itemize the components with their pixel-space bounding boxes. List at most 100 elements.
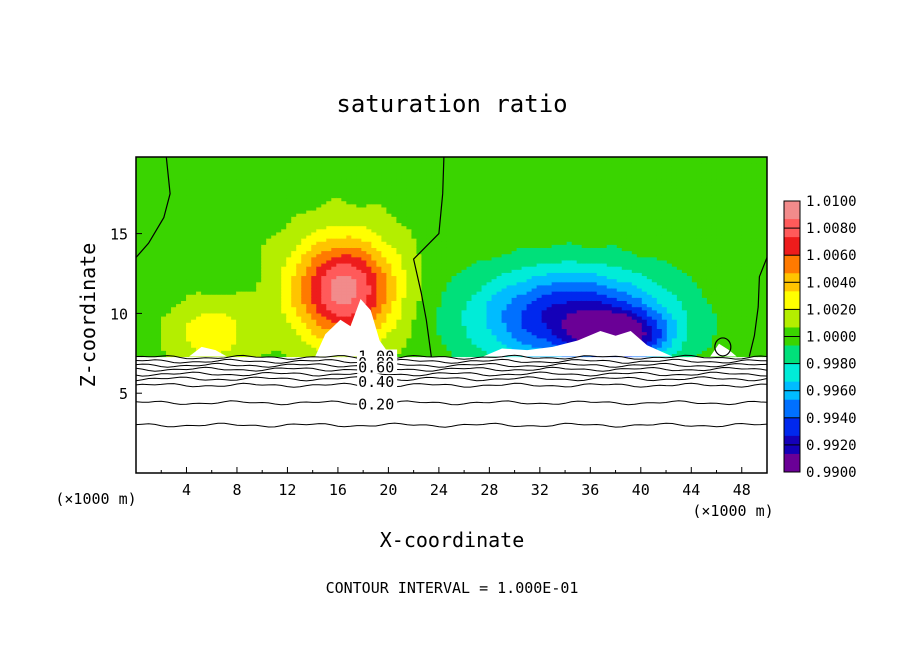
field-cell	[231, 166, 237, 171]
field-cell	[216, 344, 222, 348]
field-cell	[141, 185, 147, 189]
field-cell	[471, 319, 478, 323]
field-cell	[256, 203, 262, 208]
field-cell	[416, 328, 423, 333]
field-cell	[346, 231, 352, 236]
field-cell	[186, 334, 192, 339]
field-cell	[401, 278, 408, 283]
field-cell	[296, 191, 302, 196]
field-cell	[301, 178, 307, 183]
field-cell	[281, 322, 287, 326]
field-cell	[416, 194, 423, 199]
field-cell	[501, 278, 508, 283]
field-cell	[321, 203, 327, 208]
field-cell	[356, 175, 362, 180]
field-cell	[141, 269, 147, 273]
field-cell	[426, 172, 433, 177]
field-cell	[401, 222, 408, 227]
field-cell	[521, 340, 528, 345]
field-cell	[516, 297, 523, 301]
field-cell	[351, 238, 357, 242]
field-cell	[316, 247, 322, 252]
field-cell	[436, 300, 443, 305]
field-cell	[171, 256, 177, 261]
field-cell	[376, 166, 382, 171]
field-cell	[221, 322, 227, 326]
field-cell	[326, 157, 332, 161]
field-cell	[231, 206, 237, 211]
field-cell	[366, 278, 372, 283]
field-cell	[291, 325, 297, 330]
field-cell	[221, 250, 227, 255]
field-cell	[211, 340, 217, 345]
field-cell	[161, 353, 167, 358]
field-cell	[176, 294, 182, 298]
field-cell	[151, 157, 157, 161]
field-cell	[431, 169, 438, 174]
field-cell	[401, 319, 408, 323]
field-cell	[166, 328, 172, 333]
field-cell	[481, 306, 488, 311]
field-cell	[496, 178, 503, 183]
field-cell	[216, 275, 222, 280]
field-cell	[166, 188, 172, 192]
field-cell	[286, 209, 292, 214]
field-cell	[321, 228, 327, 233]
field-cell	[361, 157, 367, 161]
field-cell	[256, 344, 262, 348]
field-cell	[371, 213, 377, 217]
field-cell	[436, 328, 443, 333]
field-cell	[246, 344, 252, 348]
field-cell	[246, 266, 252, 270]
field-cell	[291, 234, 297, 239]
field-cell	[346, 241, 352, 245]
field-cell	[276, 272, 282, 277]
field-cell	[176, 181, 182, 186]
field-cell	[186, 185, 192, 189]
field-cell	[486, 169, 493, 174]
field-cell	[256, 222, 262, 227]
field-cell	[181, 253, 187, 258]
field-cell	[206, 322, 212, 326]
field-cell	[196, 337, 202, 342]
field-cell	[496, 244, 503, 248]
field-cell	[266, 291, 272, 295]
field-cell	[196, 194, 202, 199]
field-cell	[216, 188, 222, 192]
field-cell	[176, 291, 182, 295]
field-cell	[311, 266, 317, 270]
field-cell	[466, 315, 473, 320]
field-cell	[281, 191, 287, 196]
field-cell	[276, 331, 282, 336]
field-cell	[236, 206, 242, 211]
field-cell	[166, 225, 172, 230]
field-cell	[216, 347, 222, 351]
field-cell	[186, 297, 192, 301]
field-cell	[426, 206, 433, 211]
field-cell	[256, 213, 262, 217]
field-cell	[371, 206, 377, 211]
field-cell	[311, 172, 317, 177]
field-cell	[461, 247, 468, 252]
field-cell	[391, 281, 398, 286]
field-cell	[191, 275, 197, 280]
field-cell	[201, 294, 207, 298]
field-cell	[301, 256, 307, 261]
field-cell	[336, 303, 342, 308]
field-cell	[216, 284, 222, 289]
field-cell	[156, 350, 162, 354]
field-cell	[216, 256, 222, 261]
field-cell	[431, 185, 438, 189]
field-cell	[241, 350, 247, 354]
field-cell	[376, 331, 382, 336]
field-cell	[411, 303, 418, 308]
field-cell	[176, 250, 182, 255]
field-cell	[326, 253, 332, 258]
field-cell	[331, 219, 337, 224]
field-cell	[156, 284, 162, 289]
field-cell	[226, 200, 232, 205]
field-cell	[396, 191, 403, 196]
field-cell	[481, 294, 488, 298]
field-cell	[306, 281, 312, 286]
field-cell	[361, 160, 367, 164]
